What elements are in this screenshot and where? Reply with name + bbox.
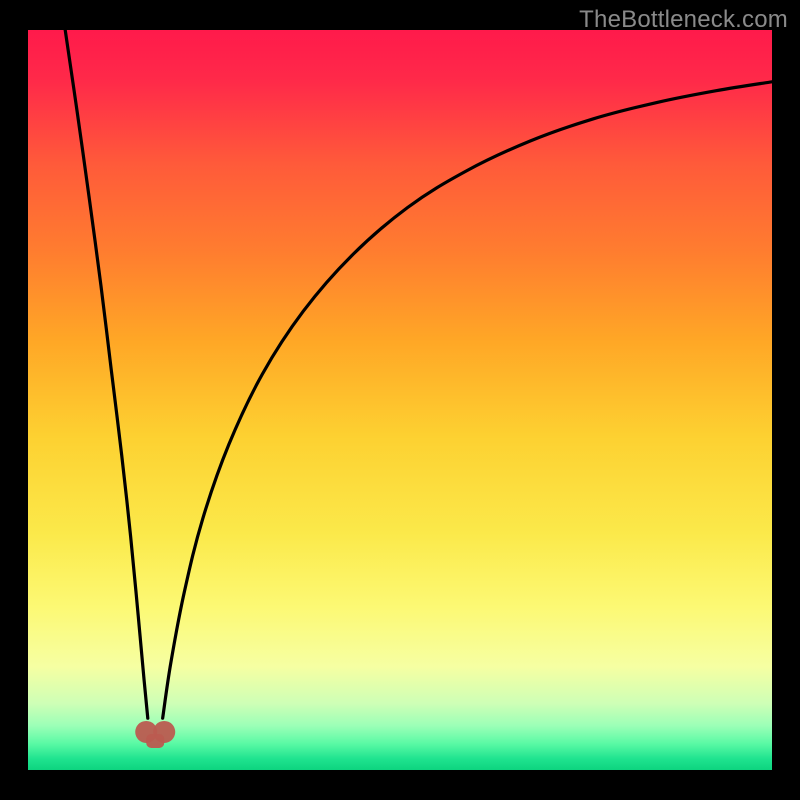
gradient-background: [28, 30, 772, 770]
chart-plot: [28, 30, 772, 770]
